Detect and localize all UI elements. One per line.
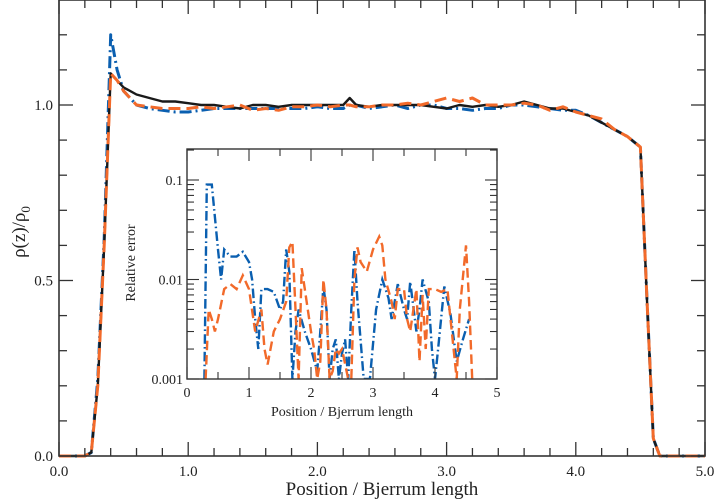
main-series-layer: [59, 33, 705, 458]
main-tick-labels: 0.0 1.0 2.0 3.0 4.0 5.0 0.0 0.5 1.0: [34, 98, 714, 480]
main-y-axis-label: ρ(z)/ρ0: [9, 206, 33, 258]
inset-y-axis-label: Relative error: [124, 224, 139, 302]
inset-x-axis-label: Position / Bjerrum length: [271, 405, 413, 420]
y-tick-label: 1.0: [34, 98, 53, 114]
inset-x-tick-label: 3: [370, 386, 377, 401]
inset-x-tick-label: 0: [184, 386, 191, 401]
inset-x-tick-label: 1: [246, 386, 253, 401]
x-tick-label: 0.0: [50, 464, 69, 480]
main-x-axis-label: Position / Bjerrum length: [286, 479, 479, 500]
inset-tick-labels: 0 1 2 3 4 5 0.001 0.01 0.1: [152, 174, 501, 401]
inset-y-tick-label: 0.01: [159, 274, 184, 289]
inset-series-layer: [203, 183, 474, 379]
x-tick-label: 2.0: [308, 464, 327, 480]
x-tick-label: 3.0: [437, 464, 456, 480]
inset-y-tick-label: 0.001: [152, 373, 184, 388]
inset-axis-ticks: [186, 149, 498, 380]
x-tick-label: 4.0: [566, 464, 585, 480]
x-tick-label: 1.0: [179, 464, 198, 480]
main-axis-ticks: [58, 0, 706, 457]
main-line-dashed: [59, 71, 705, 458]
main-plot: 0.0 1.0 2.0 3.0 4.0 5.0 0.0 0.5 1.0 Position / B…: [9, 0, 714, 500]
inset-plot: 0 1 2 3 4 5 0.001 0.01 0.1 Position / Bjerrum le…: [124, 148, 501, 420]
inset-x-tick-label: 4: [432, 386, 439, 401]
inset-background: [187, 149, 497, 379]
inset-x-tick-label: 5: [494, 386, 501, 401]
inset-x-tick-label: 2: [308, 386, 315, 401]
inset-y-tick-label: 0.1: [166, 174, 184, 189]
main-plot-frame: [58, 0, 706, 457]
y-tick-label: 0.5: [34, 274, 53, 290]
y-tick-label: 0.0: [34, 449, 53, 465]
inset-line-dashed: [204, 233, 474, 379]
x-tick-label: 5.0: [696, 464, 715, 480]
inset-line-dash-dot: [203, 183, 471, 379]
